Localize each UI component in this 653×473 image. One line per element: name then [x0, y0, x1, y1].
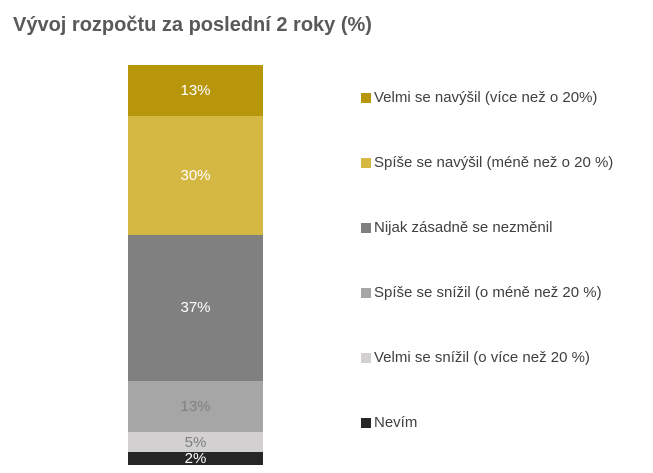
legend-swatch [361, 287, 371, 298]
bar-segment-2: 30% [128, 116, 263, 235]
legend-item-label: Spíše se navýšil (méně než o 20 %) [374, 154, 614, 171]
legend-item-label: Nevím [374, 414, 418, 431]
legend-swatch [361, 157, 371, 168]
legend-item-label: Nijak zásadně se nezměnil [374, 219, 553, 236]
legend-item-2: Spíše se navýšil (méně než o 20 %) [361, 130, 613, 195]
legend-item-3: Nijak zásadně se nezměnil [361, 195, 613, 260]
legend-swatch [361, 222, 371, 233]
legend-item-6: Nevím [361, 390, 613, 455]
segment-value-label: 30% [180, 167, 211, 185]
stacked-bar-column: 13% 30% 37% 13% 5% 2% [128, 65, 263, 466]
legend-swatch [361, 417, 371, 428]
bar-segment-5: 5% [128, 432, 263, 453]
chart-title: Vývoj rozpočtu za poslední 2 roky (%) [13, 14, 372, 36]
legend-item-label: Spíše se snížil (o méně než 20 %) [374, 284, 602, 301]
segment-value-label: 5% [184, 433, 207, 451]
segment-value-label: 37% [180, 299, 211, 317]
legend-item-5: Velmi se snížil (o více než 20 %) [361, 325, 613, 390]
chart-legend: Velmi se navýšil (více než o 20%) Spíše s… [361, 65, 613, 455]
segment-value-label: 13% [180, 82, 211, 100]
segment-value-label: 13% [180, 398, 211, 416]
legend-item-1: Velmi se navýšil (více než o 20%) [361, 65, 613, 130]
legend-item-label: Velmi se navýšil (více než o 20%) [374, 89, 598, 106]
legend-item-label: Velmi se snížil (o více než 20 %) [374, 349, 590, 366]
legend-swatch [361, 352, 371, 363]
legend-item-4: Spíše se snížil (o méně než 20 %) [361, 260, 613, 325]
segment-value-label: 2% [184, 452, 207, 466]
legend-swatch [361, 92, 371, 103]
bar-segment-6: 2% [128, 452, 263, 466]
bar-segment-3: 37% [128, 234, 263, 381]
bar-segment-4: 13% [128, 380, 263, 433]
bar-segment-1: 13% [128, 65, 263, 117]
